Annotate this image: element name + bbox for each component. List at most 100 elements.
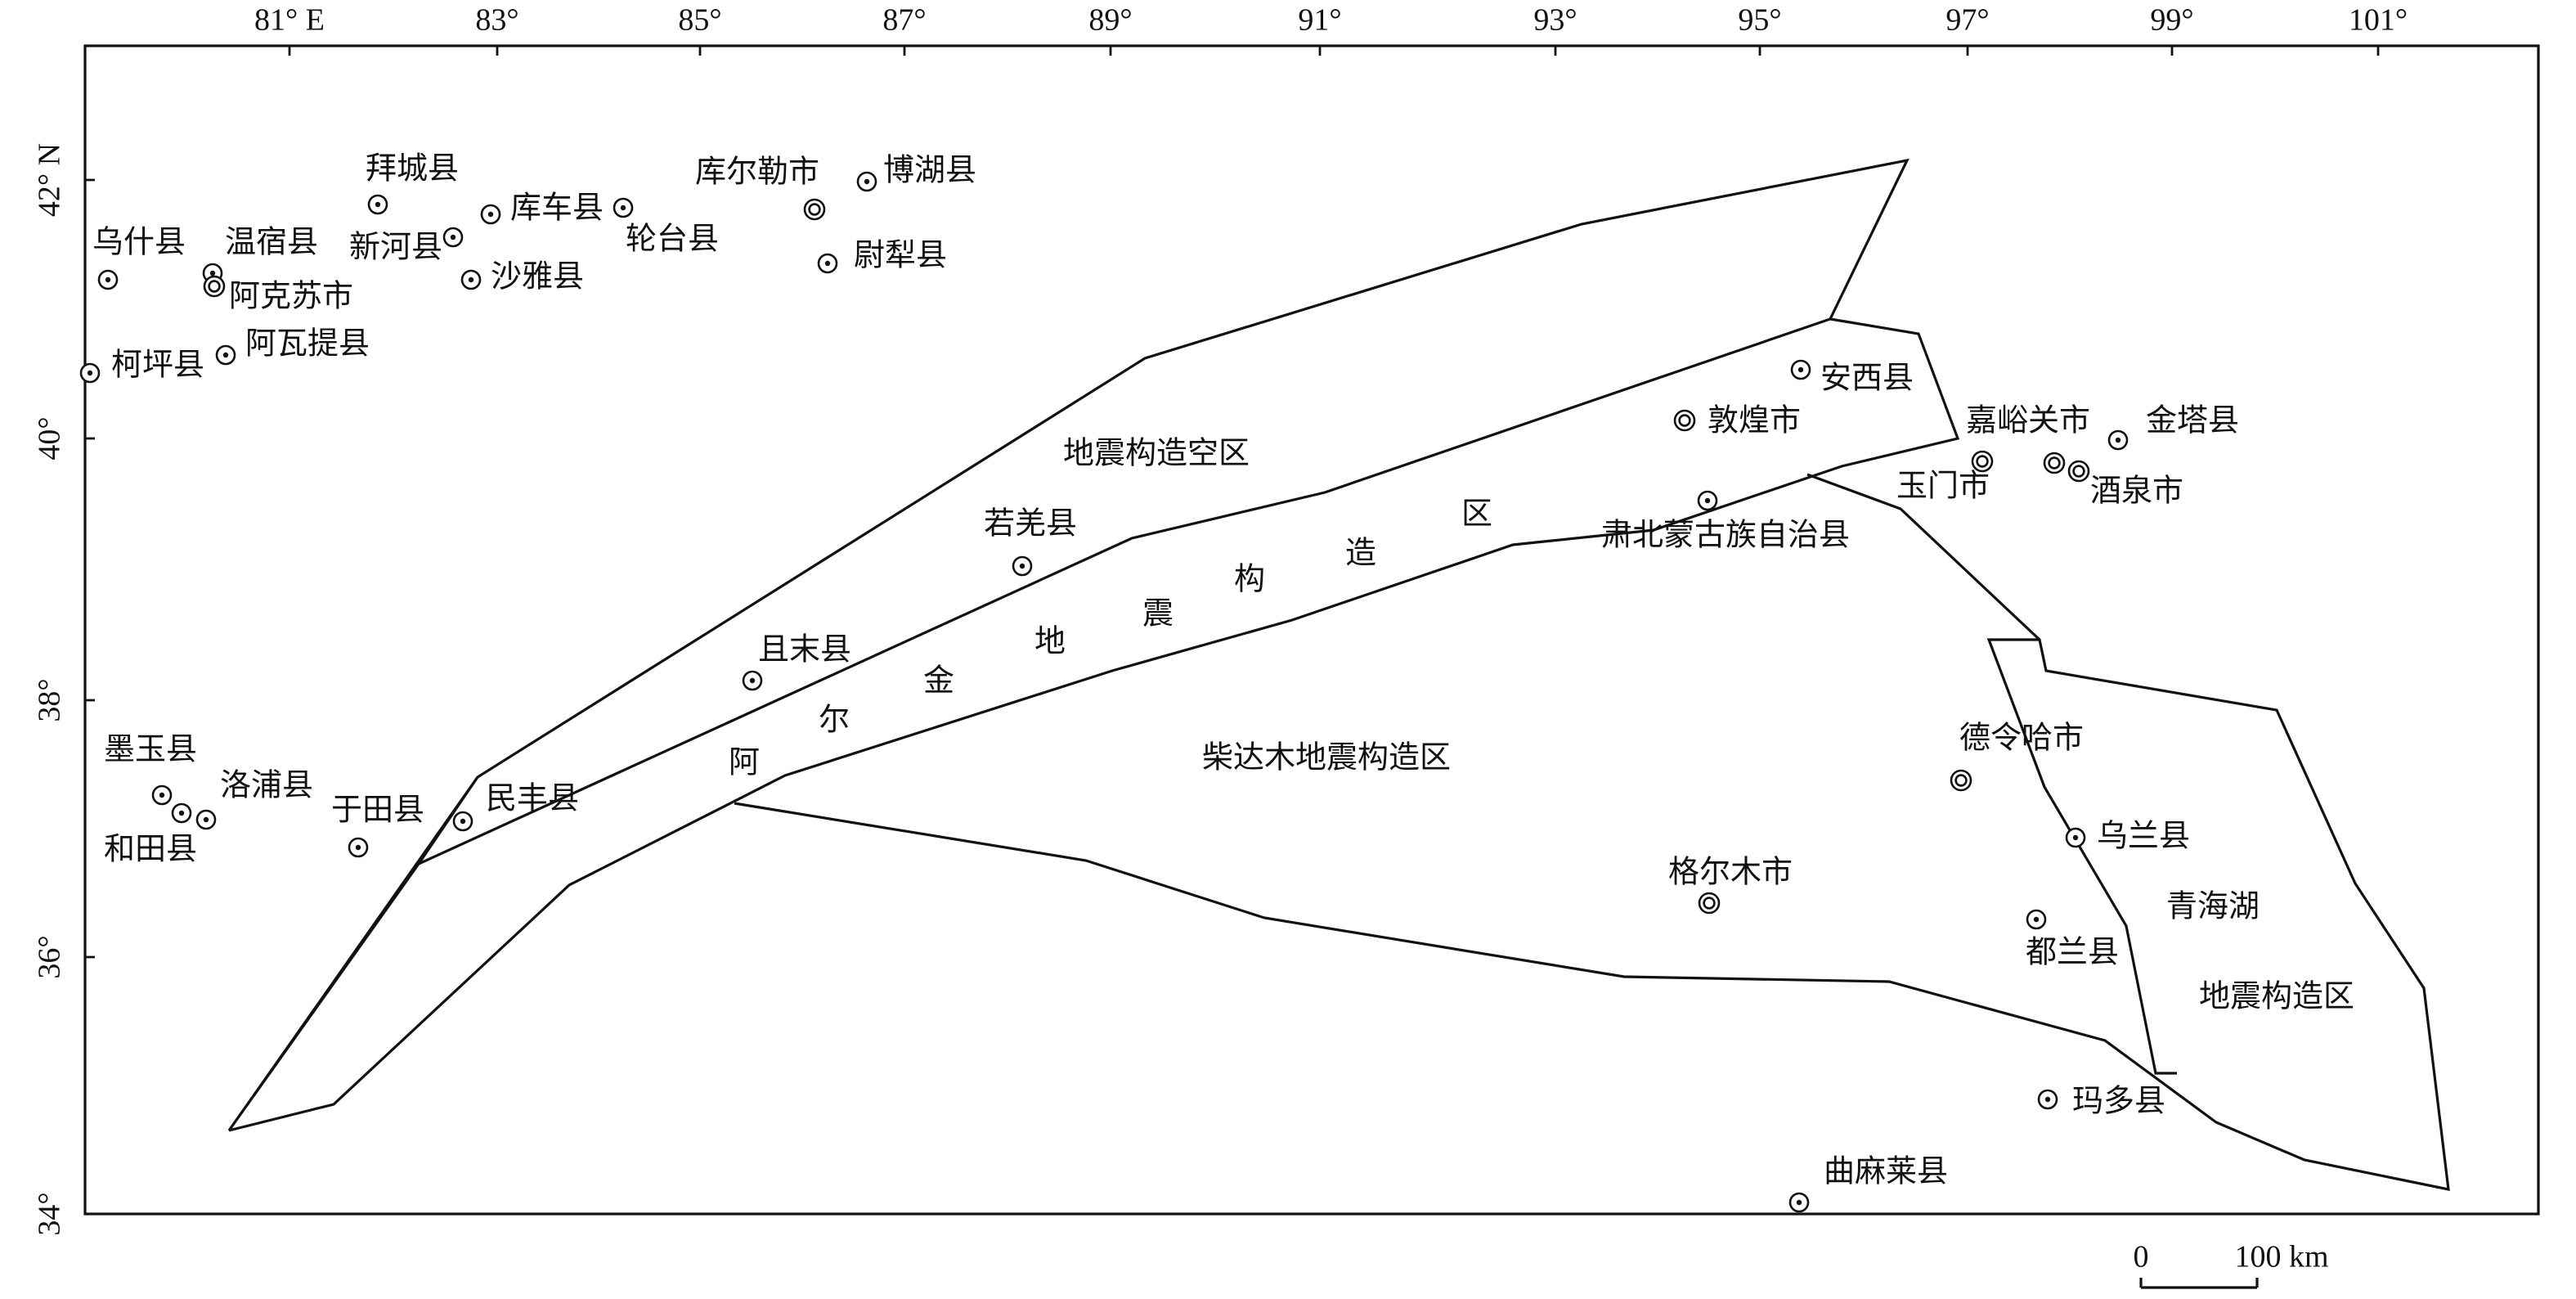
place-marker: [460, 818, 466, 825]
latitude-label: 36°: [33, 935, 67, 978]
longitude-label: 93°: [1533, 3, 1577, 38]
latitude-label: 40°: [33, 416, 67, 460]
region-label: 青海湖: [2166, 890, 2260, 924]
place-label: 库尔勒市: [695, 155, 819, 190]
place-label: 拜城县: [366, 152, 459, 187]
longitude-label: 91°: [1298, 3, 1341, 38]
region-label-char: 构: [1234, 563, 1265, 597]
place-marker: [487, 211, 494, 218]
place-label: 柯坪县: [111, 348, 204, 383]
place-label: 和田县: [104, 833, 197, 867]
place-label: 且末县: [758, 633, 851, 667]
place-marker: [1976, 455, 1989, 468]
place-marker: [2072, 834, 2079, 841]
place-marker: [1703, 897, 1716, 910]
place-label: 于田县: [331, 793, 424, 828]
place-label: 尉犁县: [854, 239, 947, 273]
place-label: 曲麻莱县: [1824, 1155, 1948, 1189]
place-marker: [1971, 450, 1994, 473]
longitude-label: 85°: [678, 3, 721, 38]
boundary: [417, 776, 479, 865]
place-label: 库车县: [510, 191, 604, 226]
place-marker: [1797, 366, 1804, 373]
place-marker: [208, 280, 221, 293]
place-marker: [1950, 769, 1972, 792]
region-label-char: 尔: [819, 703, 850, 738]
region-label-char: 金: [923, 664, 954, 699]
place-marker: [178, 810, 185, 816]
place-marker: [2043, 452, 2066, 474]
place-marker: [1019, 563, 1025, 569]
place-label: 乌兰县: [2097, 820, 2190, 854]
place-marker: [1954, 774, 1968, 787]
place-label: 阿克苏市: [229, 280, 353, 314]
longitude-label: 97°: [1945, 3, 1989, 38]
place-marker: [1704, 497, 1711, 504]
place-label: 民丰县: [486, 782, 579, 816]
boundary: [1986, 638, 2177, 1075]
place-marker: [2044, 1096, 2051, 1103]
place-marker: [2115, 437, 2121, 443]
place-label: 温宿县: [225, 226, 318, 260]
region-label: 柴达木地震构造区: [1202, 741, 1451, 775]
place-label: 沙雅县: [491, 260, 584, 294]
region-label: 地震构造空区: [1063, 437, 1250, 471]
place-label: 格尔木市: [1668, 856, 1793, 890]
place-label: 肃北蒙古族自治县: [1601, 519, 1850, 553]
place-marker: [864, 178, 870, 185]
region-label-char: 地: [1034, 625, 1066, 659]
region-label-char: 阿: [729, 746, 760, 780]
boundary: [228, 317, 1960, 1132]
place-marker: [450, 234, 456, 240]
place-marker: [749, 677, 756, 684]
place-marker: [620, 205, 626, 211]
place-marker: [203, 816, 209, 823]
place-label: 玉门市: [1896, 470, 1990, 504]
latitude-label: 38°: [33, 678, 67, 721]
place-label: 乌什县: [92, 226, 186, 260]
map-frame: [83, 44, 2540, 1216]
place-marker: [355, 844, 361, 851]
longitude-label: 101°: [2349, 3, 2408, 38]
place-label: 金塔县: [2146, 404, 2239, 438]
latitude-label: 34°: [33, 1192, 67, 1235]
longitude-label: 89°: [1088, 3, 1132, 38]
latitude-label: 42° N: [33, 143, 67, 217]
region-label-char: 区: [1461, 497, 1492, 532]
place-marker: [375, 201, 381, 208]
place-marker: [468, 276, 474, 283]
place-label: 阿瓦提县: [245, 327, 370, 362]
place-marker: [808, 203, 821, 216]
place-marker: [1698, 892, 1721, 915]
boundary: [227, 158, 1910, 1131]
place-marker: [159, 792, 165, 798]
scale-distance: 100 km: [2234, 1240, 2328, 1274]
place-label: 轮台县: [626, 222, 719, 257]
longitude-label: 95°: [1738, 3, 1781, 38]
longitude-label: 83°: [475, 3, 518, 38]
place-label: 酒泉市: [2090, 474, 2183, 509]
place-marker: [209, 270, 216, 276]
place-marker: [2048, 456, 2061, 470]
place-marker: [2033, 916, 2040, 923]
place-marker: [105, 276, 111, 283]
place-label: 安西县: [1820, 362, 1914, 396]
region-label-char: 震: [1142, 597, 1174, 632]
region-label: 地震构造区: [2199, 980, 2354, 1014]
place-marker: [1796, 1199, 1802, 1206]
longitude-label: 87°: [882, 3, 926, 38]
scale-zero: 0: [2134, 1240, 2149, 1274]
longitude-label: 81° E: [254, 3, 325, 38]
place-marker: [2067, 460, 2090, 483]
place-marker: [203, 275, 226, 298]
place-label: 博湖县: [883, 154, 976, 188]
longitude-label: 99°: [2150, 3, 2193, 38]
place-marker: [87, 370, 93, 376]
place-label: 嘉峪关市: [1966, 404, 2090, 438]
place-label: 洛浦县: [220, 769, 313, 803]
boundary: [734, 473, 2450, 1192]
place-marker: [1673, 409, 1696, 432]
place-label: 新河县: [349, 231, 442, 265]
